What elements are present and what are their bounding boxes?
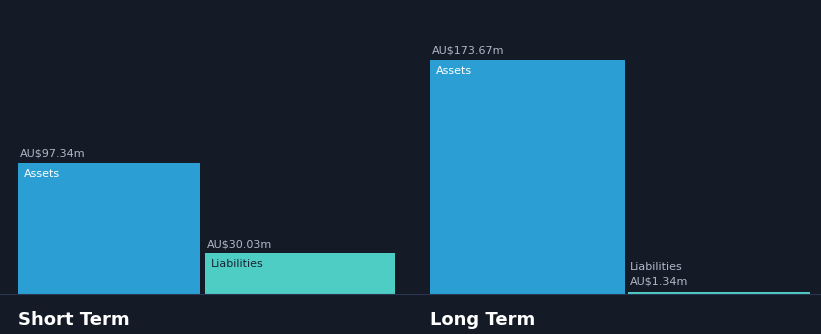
- Bar: [628, 292, 810, 294]
- Bar: [18, 163, 200, 294]
- Text: Long Term: Long Term: [430, 311, 535, 329]
- Text: Liabilities: Liabilities: [630, 262, 683, 272]
- Text: Liabilities: Liabilities: [211, 260, 264, 270]
- Bar: [430, 59, 625, 294]
- Text: Assets: Assets: [436, 65, 472, 75]
- Bar: [205, 254, 395, 294]
- Text: Assets: Assets: [24, 169, 60, 179]
- Text: AU$173.67m: AU$173.67m: [432, 45, 504, 55]
- Text: AU$1.34m: AU$1.34m: [630, 276, 688, 286]
- Text: Short Term: Short Term: [18, 311, 130, 329]
- Text: AU$30.03m: AU$30.03m: [207, 239, 273, 249]
- Text: AU$97.34m: AU$97.34m: [20, 149, 85, 159]
